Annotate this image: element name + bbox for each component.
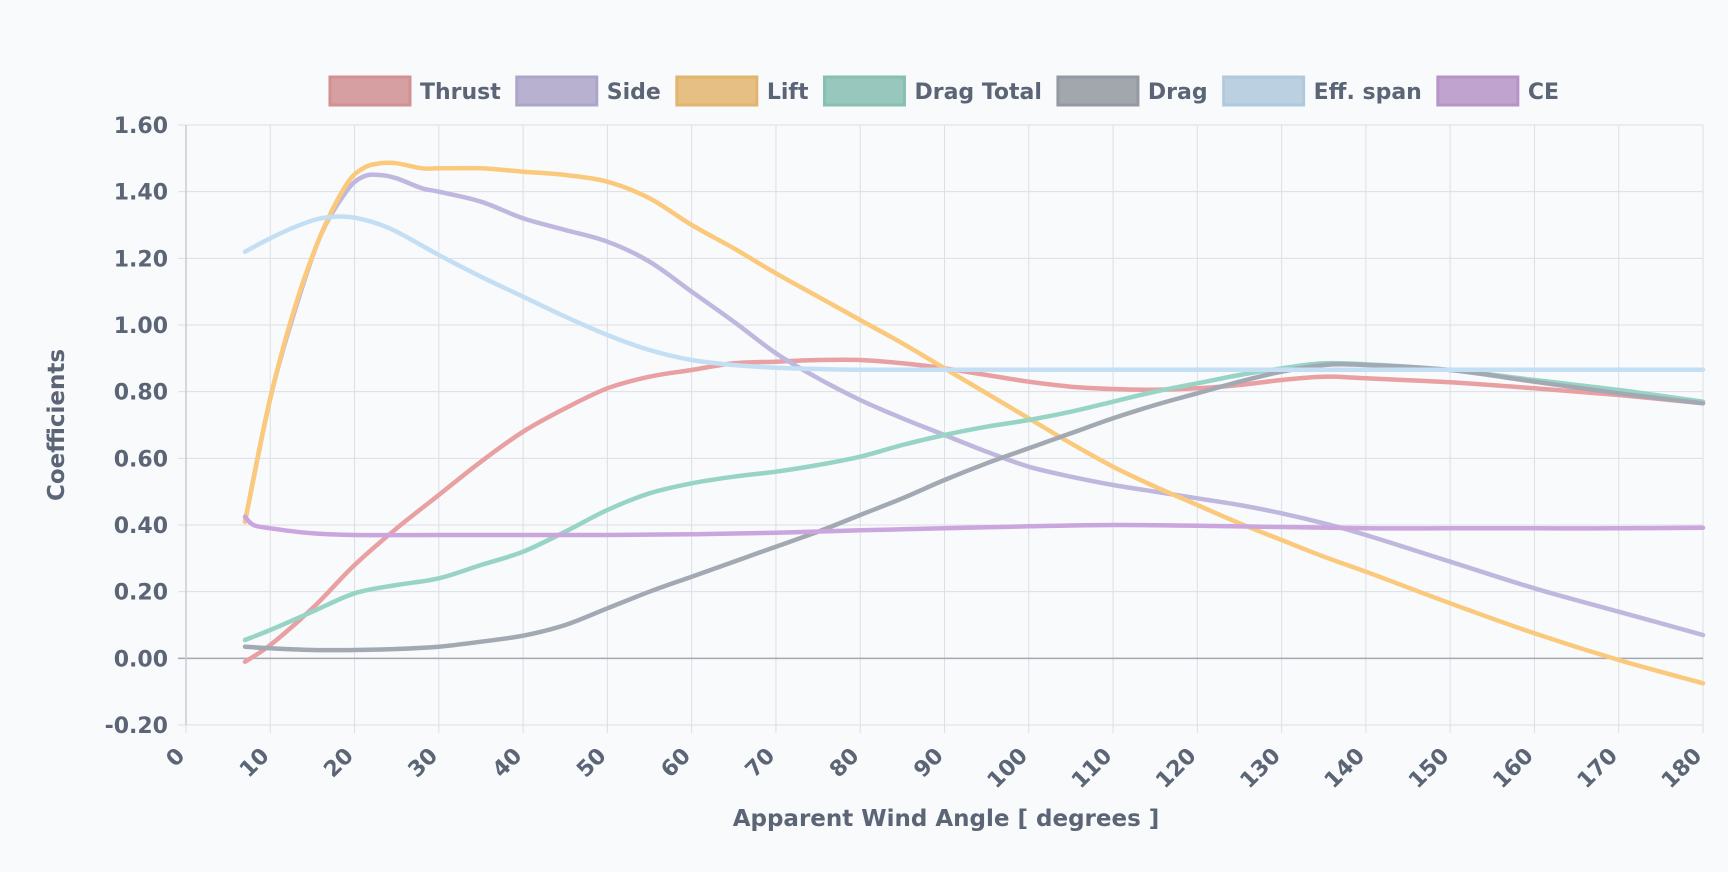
series-lines bbox=[242, 160, 1706, 686]
y-tick-label: -0.20 bbox=[105, 714, 168, 739]
x-tick-label: 30 bbox=[404, 744, 443, 783]
legend-item-drag-total[interactable]: Drag Total bbox=[822, 75, 1042, 107]
legend-swatch bbox=[1222, 75, 1306, 107]
x-tick-label: 60 bbox=[657, 744, 696, 783]
legend-item-lift[interactable]: Lift bbox=[675, 75, 809, 107]
x-tick-label: 100 bbox=[983, 744, 1033, 794]
x-tick-label: 40 bbox=[488, 744, 527, 783]
series-line-ce bbox=[242, 514, 1706, 538]
series-line-lift bbox=[242, 160, 1706, 686]
x-tick-label: 90 bbox=[909, 744, 948, 783]
x-tick-label: 80 bbox=[825, 744, 864, 783]
x-tick-label: 120 bbox=[1151, 744, 1201, 794]
legend-swatch bbox=[1436, 75, 1520, 107]
x-tick-label: 130 bbox=[1236, 744, 1286, 794]
legend-swatch bbox=[1056, 75, 1140, 107]
x-tick-label: 140 bbox=[1320, 744, 1370, 794]
x-axis-title: Apparent Wind Angle [ degrees ] bbox=[733, 806, 1160, 832]
legend-label: Eff. span bbox=[1314, 80, 1422, 105]
legend-swatch bbox=[328, 75, 412, 107]
legend-label: Thrust bbox=[420, 80, 501, 105]
legend-swatch bbox=[822, 75, 906, 107]
legend-label: CE bbox=[1528, 80, 1559, 105]
x-tick-label: 170 bbox=[1573, 744, 1623, 794]
x-tick-label: 70 bbox=[741, 744, 780, 783]
legend-swatch bbox=[675, 75, 759, 107]
legend-item-side[interactable]: Side bbox=[515, 75, 661, 107]
legend-item-ce[interactable]: CE bbox=[1436, 75, 1559, 107]
x-tick-label: 20 bbox=[319, 744, 358, 783]
y-tick-label: 0.00 bbox=[114, 647, 168, 672]
x-tick-label: 50 bbox=[572, 744, 611, 783]
x-tick-label: 180 bbox=[1657, 744, 1707, 794]
x-tick-label: 110 bbox=[1067, 744, 1117, 794]
series-line-drag-total bbox=[242, 360, 1706, 643]
y-tick-label: 0.20 bbox=[114, 581, 168, 606]
x-tick-label: 0 bbox=[162, 744, 191, 773]
legend-swatch bbox=[515, 75, 599, 107]
x-tick-label: 10 bbox=[235, 744, 274, 783]
y-tick-label: 0.40 bbox=[114, 514, 168, 539]
y-tick-label: 1.00 bbox=[114, 314, 168, 339]
y-tick-label: 1.60 bbox=[114, 114, 168, 139]
series-line-thrust bbox=[242, 357, 1706, 664]
series-line-drag bbox=[242, 362, 1706, 653]
legend-item-eff-span[interactable]: Eff. span bbox=[1222, 75, 1422, 107]
x-tick-label: 160 bbox=[1489, 744, 1539, 794]
grid bbox=[178, 124, 1704, 733]
legend-item-drag[interactable]: Drag bbox=[1056, 75, 1208, 107]
y-tick-label: 1.40 bbox=[114, 181, 168, 206]
legend-label: Drag Total bbox=[914, 80, 1041, 105]
legend-item-thrust[interactable]: Thrust bbox=[328, 75, 501, 107]
x-tick-label: 150 bbox=[1404, 744, 1454, 794]
legend-label: Drag bbox=[1148, 80, 1208, 105]
y-tick-label: 1.20 bbox=[114, 247, 168, 272]
y-tick-label: 0.60 bbox=[114, 447, 168, 472]
y-axis-title: Coefficients bbox=[44, 349, 70, 501]
y-tick-label: 0.80 bbox=[114, 381, 168, 406]
legend-label: Side bbox=[607, 80, 661, 105]
legend[interactable]: Thrust Side Lift Drag Total Drag Eff. span CE bbox=[328, 75, 1559, 107]
series-line-eff-span bbox=[242, 214, 1706, 372]
series-line-side bbox=[242, 172, 1706, 638]
legend-label: Lift bbox=[767, 80, 809, 105]
